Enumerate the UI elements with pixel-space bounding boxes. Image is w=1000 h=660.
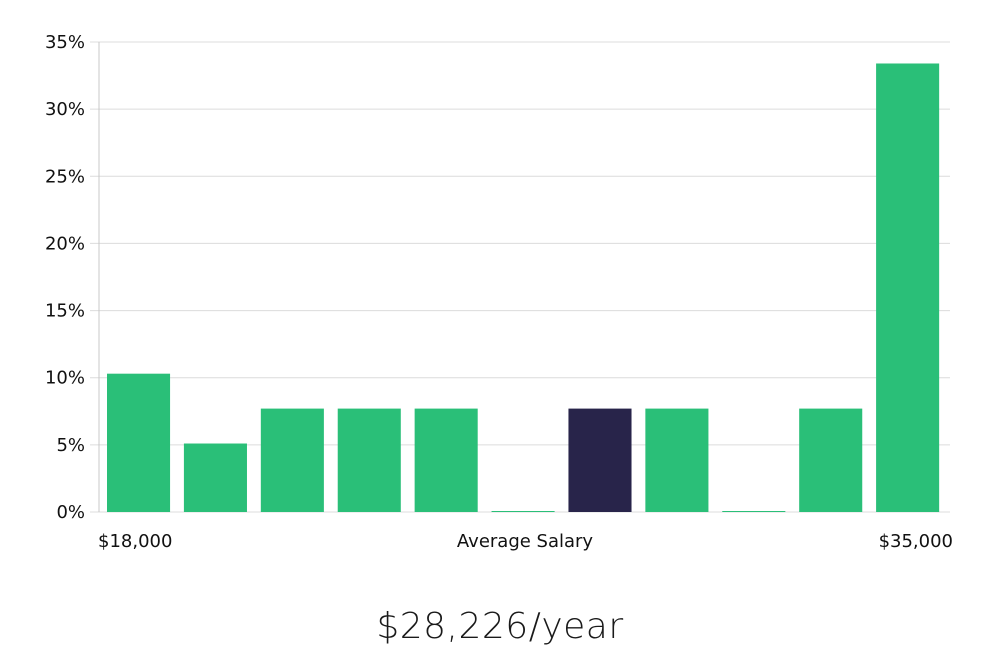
y-tick-label: 20% bbox=[45, 233, 85, 254]
bar bbox=[645, 408, 709, 512]
salary-distribution-chart: 0% 5% 10% 15% 20% 25% 30% 35% $18,000 Average S… bbox=[45, 32, 953, 552]
x-axis-label: Average Salary bbox=[457, 531, 594, 552]
bar bbox=[260, 408, 324, 512]
y-tick-label: 10% bbox=[45, 368, 85, 389]
x-start-label: $18,000 bbox=[98, 531, 172, 552]
y-tick-label: 0% bbox=[56, 502, 85, 523]
bar bbox=[876, 63, 940, 512]
bar bbox=[107, 373, 171, 512]
bars bbox=[107, 63, 940, 512]
average-salary-value: $28,226/year bbox=[376, 606, 624, 647]
y-tick-label: 5% bbox=[56, 435, 85, 456]
x-end-label: $35,000 bbox=[879, 531, 953, 552]
bar bbox=[722, 511, 786, 512]
y-tick-label: 30% bbox=[45, 99, 85, 120]
bar bbox=[799, 408, 863, 512]
y-tick-label: 25% bbox=[45, 166, 85, 187]
bar bbox=[183, 443, 247, 512]
y-tick-label: 35% bbox=[45, 32, 85, 53]
bar-highlighted bbox=[568, 408, 632, 512]
bar bbox=[414, 408, 478, 512]
bar bbox=[337, 408, 401, 512]
bar bbox=[491, 511, 555, 512]
y-tick-label: 15% bbox=[45, 301, 85, 322]
y-axis-ticks: 0% 5% 10% 15% 20% 25% 30% 35% bbox=[45, 32, 85, 523]
